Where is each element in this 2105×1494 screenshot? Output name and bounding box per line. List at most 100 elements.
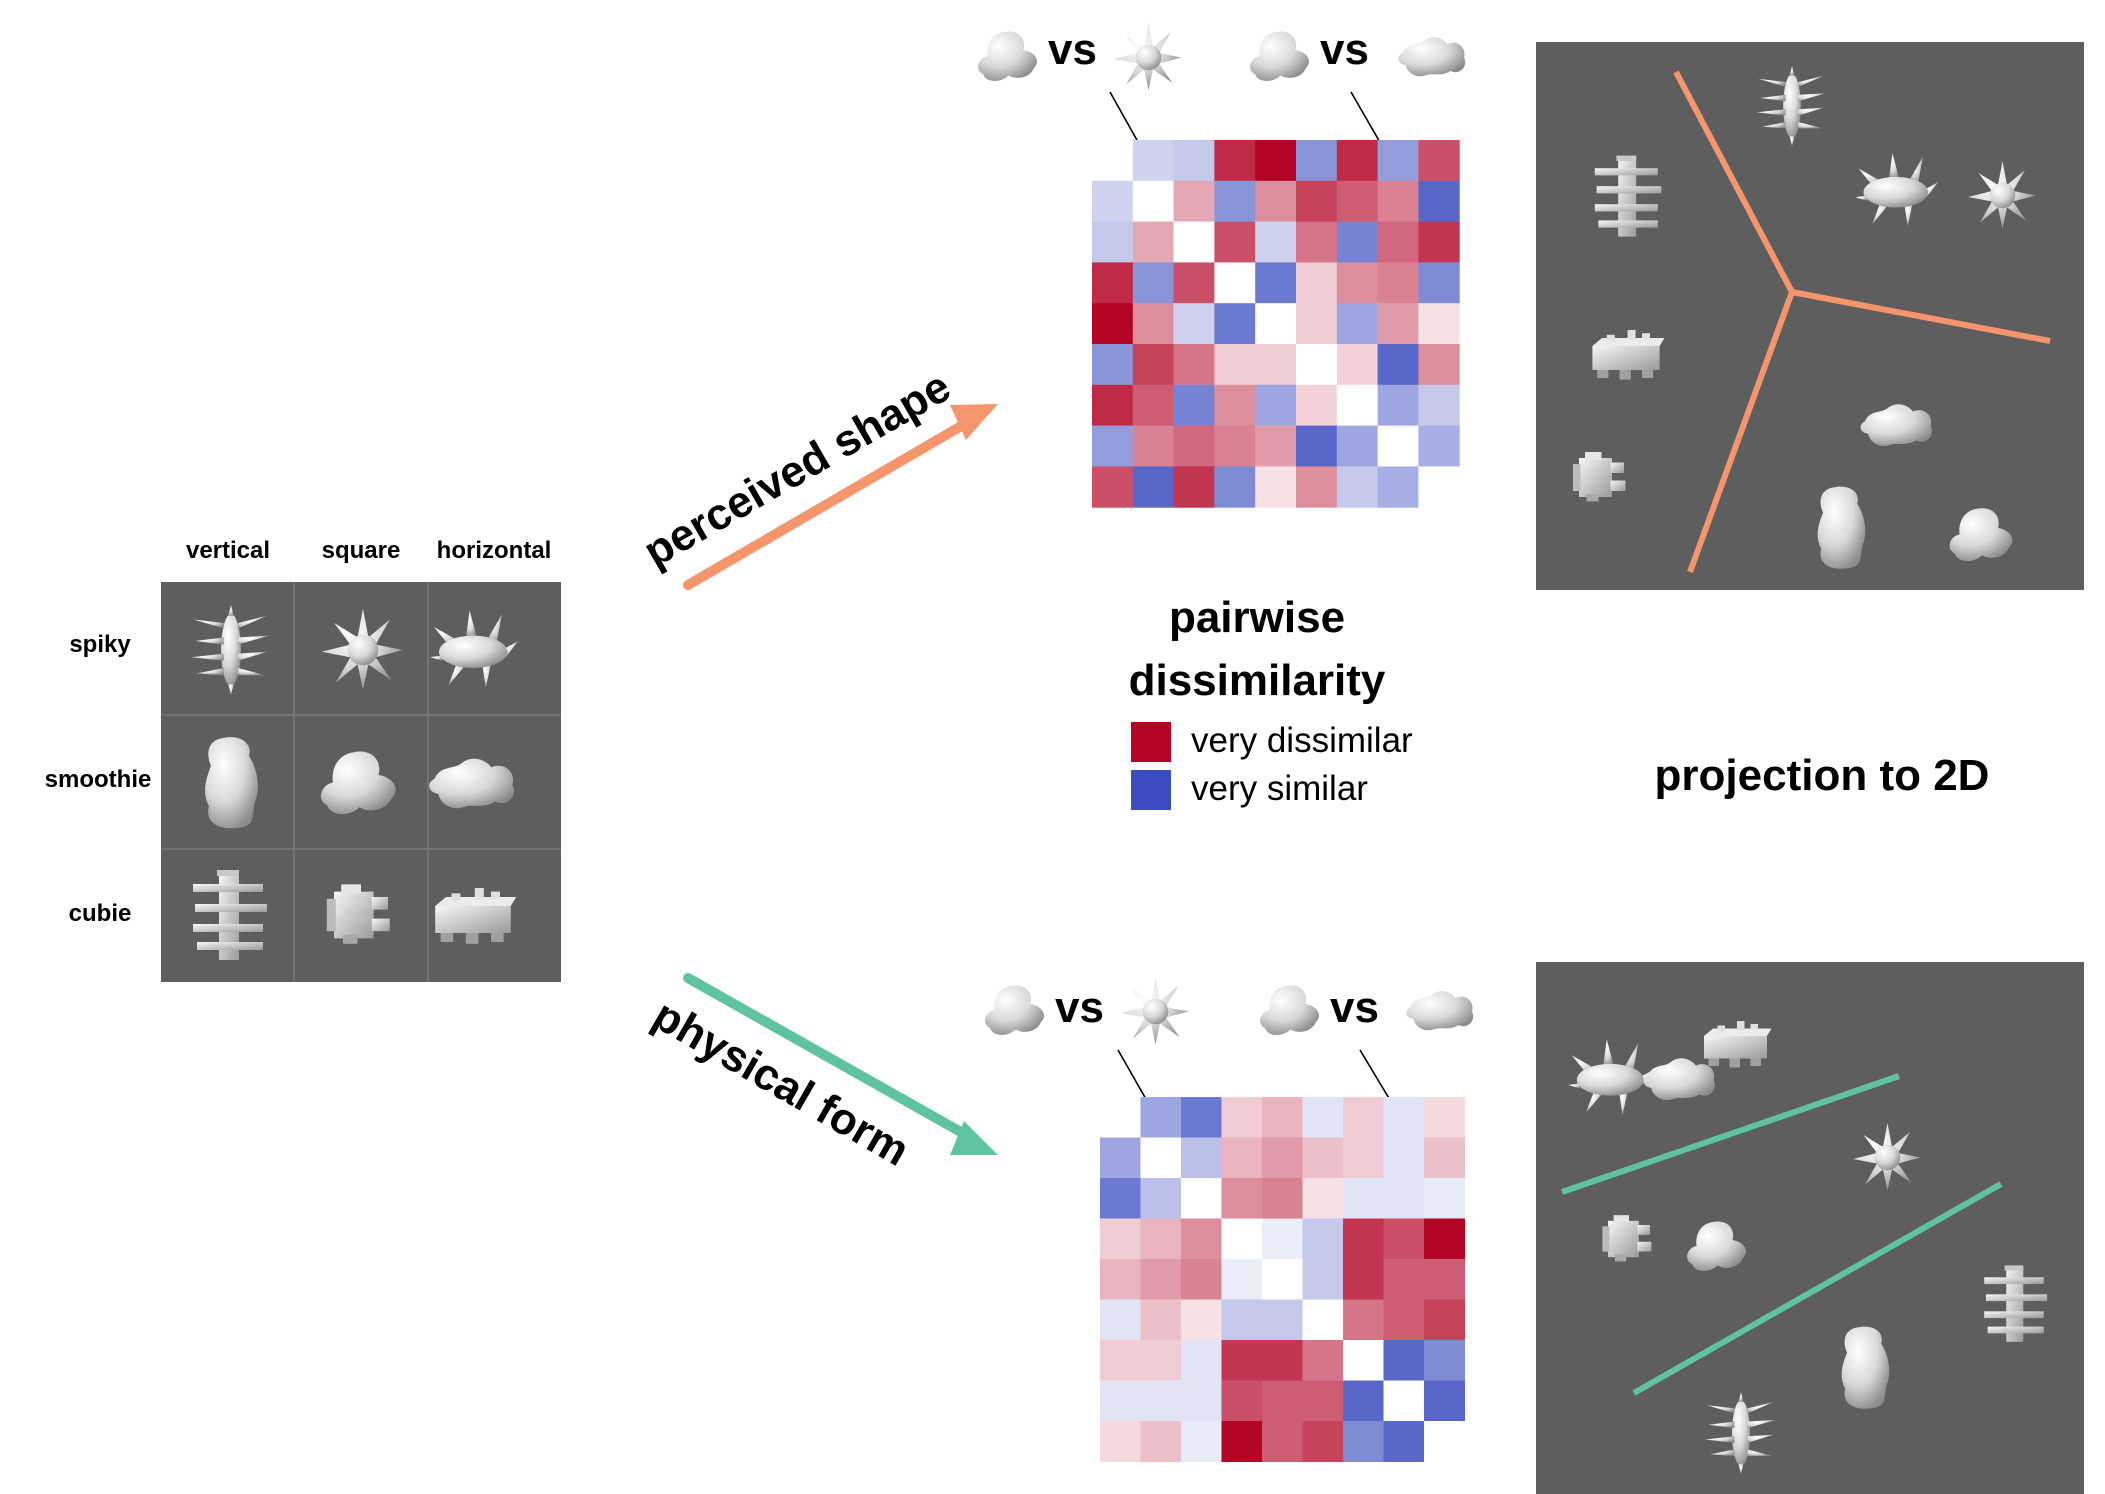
physical-matrix-cell-1-0 xyxy=(1100,1137,1141,1179)
dissimilarity-legend: pairwise dissimilarity very dissimilar v… xyxy=(1129,593,1413,810)
physical-matrix xyxy=(1100,1097,1465,1462)
perceived-matrix-cell-2-7 xyxy=(1377,221,1419,263)
legend-label-similar: very similar xyxy=(1191,769,1368,808)
physical-matrix-cell-1-5 xyxy=(1302,1137,1344,1179)
physical-matrix-cell-3-7 xyxy=(1383,1218,1425,1260)
physical-matrix-cell-3-8 xyxy=(1424,1218,1465,1260)
physical-matrix-cell-5-5 xyxy=(1302,1299,1344,1341)
physical-matrix-cell-6-6 xyxy=(1343,1340,1384,1381)
physical-matrix-cell-7-7 xyxy=(1383,1380,1425,1422)
physical-matrix-cell-4-0 xyxy=(1100,1259,1141,1300)
perceived-matrix-cell-4-2 xyxy=(1173,303,1215,345)
perceived-matrix xyxy=(1092,140,1460,508)
column-label-square: square xyxy=(322,537,401,564)
legend-swatch-similar xyxy=(1131,770,1171,810)
perceived-matrix-cell-8-0 xyxy=(1092,466,1134,508)
perceived-matrix-cell-2-5 xyxy=(1296,221,1338,263)
perceived-matrix-cell-2-8 xyxy=(1418,221,1460,263)
physical-matrix-cell-2-8 xyxy=(1424,1178,1465,1219)
perceived-matrix-cell-5-1 xyxy=(1132,344,1175,386)
physical-matrix-cell-6-2 xyxy=(1181,1340,1222,1381)
perceived-matrix-cell-6-0 xyxy=(1092,384,1134,427)
perceived-matrix-cell-6-4 xyxy=(1255,384,1297,427)
physical-matrix-cell-5-6 xyxy=(1343,1299,1384,1341)
vs-label-4: vs xyxy=(1330,983,1379,1032)
physical-matrix-cell-0-7 xyxy=(1383,1097,1425,1138)
perceived-matrix-cell-3-4 xyxy=(1255,262,1297,304)
perceived-matrix-cell-5-5 xyxy=(1296,344,1338,386)
perceived-matrix-cell-7-3 xyxy=(1214,425,1256,467)
perceived-matrix-cell-5-8 xyxy=(1418,344,1460,386)
perceived-matrix-cell-0-2 xyxy=(1173,140,1215,182)
perceived-matrix-cell-1-2 xyxy=(1173,180,1215,223)
physical-matrix-cell-6-5 xyxy=(1302,1340,1344,1381)
compare-smoothie-icon-2 xyxy=(1250,31,1310,81)
column-label-horizontal: horizontal xyxy=(437,537,552,564)
perceived-matrix-cell-8-5 xyxy=(1296,466,1338,508)
perceived-matrix-cell-7-8 xyxy=(1418,425,1460,467)
perceived-matrix-cell-4-6 xyxy=(1336,303,1379,345)
perceived-matrix-cell-8-6 xyxy=(1336,466,1379,508)
perceived-matrix-cell-5-2 xyxy=(1173,344,1215,386)
physical-matrix-cell-7-4 xyxy=(1262,1380,1303,1422)
vs-label-1: vs xyxy=(1048,25,1097,74)
perceived-matrix-cell-8-2 xyxy=(1173,466,1215,508)
physical-matrix-cell-7-0 xyxy=(1100,1380,1141,1422)
physical-comparisons: vs vs xyxy=(985,977,1474,1116)
perceived-matrix-cell-4-0 xyxy=(1092,303,1134,345)
physical-matrix-cell-1-7 xyxy=(1383,1137,1425,1179)
perceived-matrix-cell-1-3 xyxy=(1214,180,1256,223)
physical-matrix-cell-3-0 xyxy=(1100,1218,1141,1260)
physical-projection-panel xyxy=(1536,962,2084,1494)
physical-matrix-cell-3-3 xyxy=(1221,1218,1263,1260)
physical-matrix-cell-6-0 xyxy=(1100,1340,1141,1381)
projection-label: projection to 2D xyxy=(1655,751,1990,800)
physical-matrix-cell-0-1 xyxy=(1140,1097,1182,1138)
perceived-projection-panel xyxy=(1536,42,2084,590)
perceived-matrix-cell-0-6 xyxy=(1336,140,1379,182)
physical-matrix-cell-1-2 xyxy=(1181,1137,1222,1179)
physical-matrix-cell-6-4 xyxy=(1262,1340,1303,1381)
perceived-matrix-cell-7-0 xyxy=(1092,425,1134,467)
perceived-matrix-cell-2-2 xyxy=(1173,221,1215,263)
perceived-matrix-cell-7-5 xyxy=(1296,425,1338,467)
perceived-matrix-cell-6-2 xyxy=(1173,384,1215,427)
perceived-matrix-cell-2-4 xyxy=(1255,221,1297,263)
physical-matrix-cell-7-8 xyxy=(1424,1380,1465,1422)
physical-matrix-cell-5-0 xyxy=(1100,1299,1141,1341)
physical-matrix-cell-8-1 xyxy=(1140,1421,1182,1462)
partition-line xyxy=(1632,1181,2003,1396)
perceived-matrix-cell-8-1 xyxy=(1132,466,1175,508)
physical-matrix-cell-2-1 xyxy=(1140,1178,1182,1219)
perceived-matrix-cell-8-8 xyxy=(1418,466,1460,508)
perceived-matrix-cell-6-6 xyxy=(1336,384,1379,427)
compare-horizontal-icon-1 xyxy=(1398,37,1466,77)
compare-smoothie-icon-4 xyxy=(1260,985,1320,1035)
vs-label-3: vs xyxy=(1055,983,1104,1032)
perceived-shape-arrow: perceived shape xyxy=(636,362,998,590)
physical-matrix-cell-0-2 xyxy=(1181,1097,1222,1138)
row-label-spiky: spiky xyxy=(69,631,131,658)
perceived-matrix-cell-4-8 xyxy=(1418,303,1460,345)
perceived-matrix-cell-6-7 xyxy=(1377,384,1419,427)
perceived-matrix-cell-0-4 xyxy=(1255,140,1297,182)
perceived-matrix-cell-3-1 xyxy=(1132,262,1175,304)
perceived-matrix-cell-6-8 xyxy=(1418,384,1460,427)
perceived-matrix-cell-1-5 xyxy=(1296,180,1338,223)
perceived-matrix-cell-0-0 xyxy=(1092,140,1134,182)
physical-matrix-cell-0-0 xyxy=(1100,1097,1141,1138)
compare-smoothie-icon-3 xyxy=(985,985,1045,1035)
perceived-matrix-cell-6-3 xyxy=(1214,384,1256,427)
perceived-matrix-cell-8-4 xyxy=(1255,466,1297,508)
perceived-matrix-cell-3-8 xyxy=(1418,262,1460,304)
physical-matrix-cell-4-8 xyxy=(1424,1259,1465,1300)
perceived-matrix-cell-3-6 xyxy=(1336,262,1379,304)
physical-matrix-cell-8-7 xyxy=(1383,1421,1425,1462)
physical-matrix-cell-2-7 xyxy=(1383,1178,1425,1219)
physical-matrix-cell-4-6 xyxy=(1343,1259,1384,1300)
physical-matrix-cell-4-7 xyxy=(1383,1259,1425,1300)
column-label-vertical: vertical xyxy=(186,537,270,564)
partition-line xyxy=(1791,289,2051,344)
physical-matrix-cell-3-6 xyxy=(1343,1218,1384,1260)
